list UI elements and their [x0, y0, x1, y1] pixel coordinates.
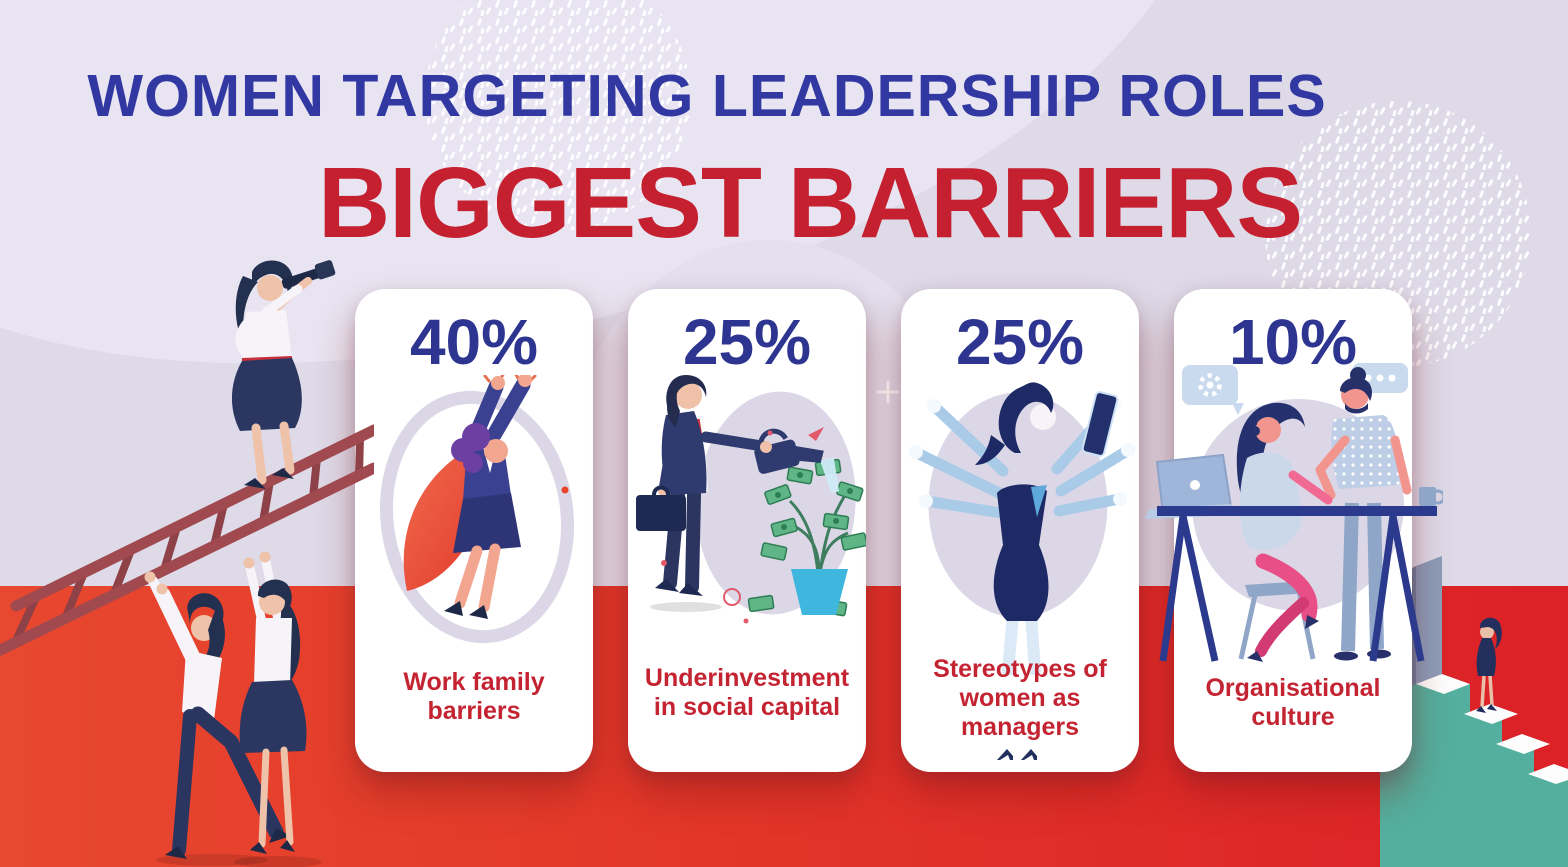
- staircase-woman: [1476, 617, 1502, 713]
- stat-label: Organisational culture: [1205, 674, 1381, 731]
- money-plant: [747, 458, 866, 617]
- businesswoman: [636, 375, 772, 612]
- telescope-woman: [231, 260, 336, 489]
- page-title: WOMEN TARGETING LEADERSHIP ROLES: [87, 63, 1327, 129]
- stat-percent: 10%: [1228, 306, 1358, 378]
- ladder-teamwork-illustration: [0, 260, 374, 867]
- stat-card-underinvestment-social-capital: 25%: [628, 289, 866, 772]
- stat-card-work-family-barriers: 40%: [355, 289, 593, 772]
- colleagues-at-desk-illustration: [1145, 363, 1443, 662]
- stair-treads: [1416, 674, 1568, 784]
- briefcase-icon: [636, 495, 686, 531]
- multitasking-woman-illustration: [909, 382, 1135, 675]
- stat-label: Underinvestment in social capital: [644, 664, 850, 721]
- telescope-icon: [281, 260, 336, 289]
- sparkles: [661, 427, 824, 624]
- stat-label: Work family barriers: [403, 668, 545, 725]
- gear-speech-bubble-icon: [1182, 365, 1244, 415]
- mug-icon: [1419, 487, 1443, 506]
- desk: [1157, 506, 1437, 662]
- woman-figure: [1236, 402, 1333, 662]
- supporting-woman-right: [234, 551, 322, 867]
- supporting-woman-left: [144, 571, 291, 866]
- stat-card-organisational-culture: 10%: [1145, 289, 1443, 772]
- stat-card-stereotypes-women-managers: 25%: [901, 289, 1139, 772]
- watering-money-plant-illustration: [636, 375, 866, 624]
- page-heading: BIGGEST BARRIERS: [317, 147, 1303, 259]
- stat-percent: 40%: [409, 306, 539, 378]
- superwoman-illustration: [379, 375, 575, 644]
- plant-pot-icon: [791, 569, 848, 615]
- stat-percent: 25%: [955, 306, 1085, 378]
- stat-label: Stereotypes of women as managers: [933, 655, 1107, 741]
- dash-dot-circle-top: [425, 0, 691, 231]
- plus-sparkle-icon: [876, 380, 900, 404]
- stat-percent: 25%: [682, 306, 812, 378]
- ladder-icon: [0, 424, 374, 657]
- heels-icon: [997, 749, 1037, 760]
- tablet-icon: [1081, 391, 1119, 457]
